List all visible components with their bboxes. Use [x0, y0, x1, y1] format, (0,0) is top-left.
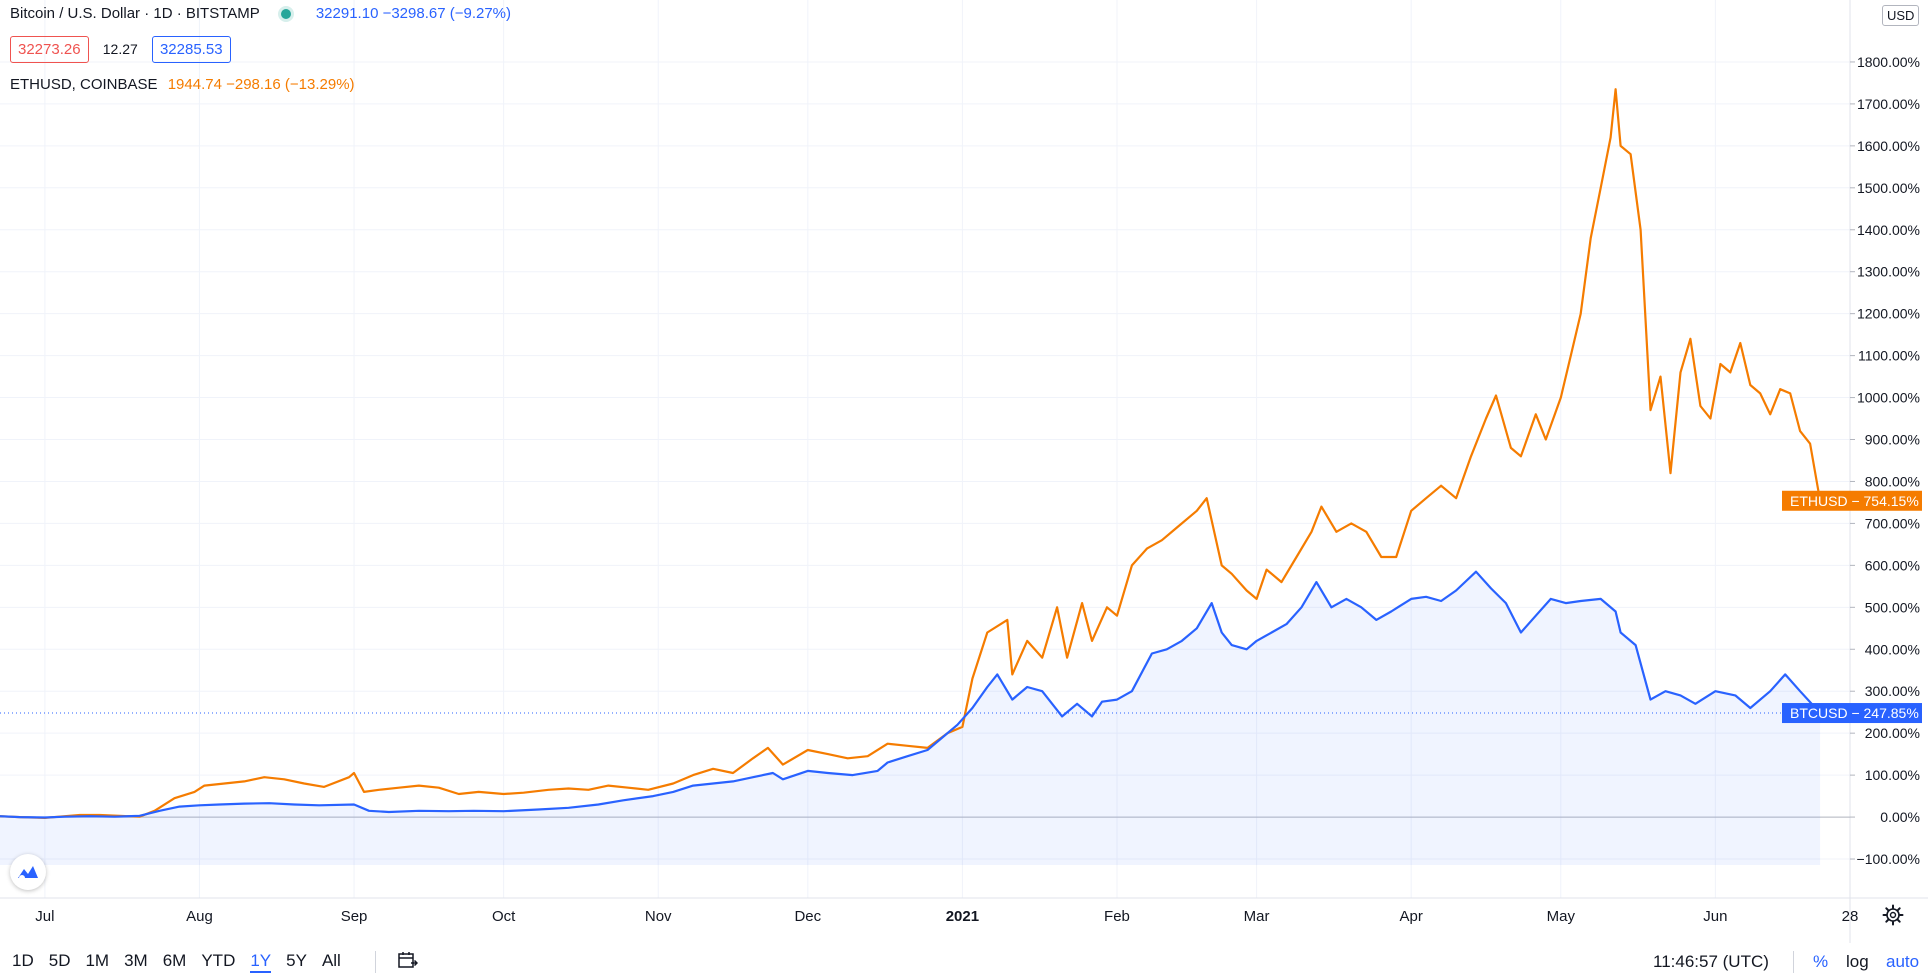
main-legend: Bitcoin / U.S. Dollar · 1D · BITSTAMP 32… [10, 5, 512, 23]
toolbar-divider [375, 951, 376, 973]
y-tick-label: 1600.00% [1857, 138, 1920, 154]
sell-button[interactable]: 32273.26 [10, 36, 89, 63]
price-axis[interactable]: −100.00% 0.00% 100.00% 200.00% 300.00% 400.00… [1850, 54, 1920, 867]
eth-price-tag [1782, 490, 1922, 511]
log-scale-button[interactable]: log [1846, 952, 1869, 971]
eth-quote: 1944.74 −298.16 (−13.29%) [167, 76, 355, 93]
x-tick-label: Jul [35, 908, 54, 925]
y-tick-label: −100.00% [1857, 851, 1920, 867]
btc-quote: 32291.10 −3298.67 (−9.27%) [315, 5, 512, 22]
range-button-1y[interactable]: 1Y [250, 951, 272, 973]
x-tick-label: Sep [341, 908, 368, 925]
x-tick-label: 28 [1842, 908, 1859, 925]
x-tick-label: Oct [492, 908, 516, 925]
spread-value: 12.27 [102, 41, 138, 57]
toolbar-divider [1793, 951, 1794, 973]
y-tick-label: 600.00% [1865, 557, 1920, 573]
tradingview-logo-icon[interactable] [10, 854, 46, 890]
range-button-5y[interactable]: 5Y [286, 951, 307, 970]
y-tick-label: 900.00% [1865, 432, 1920, 448]
y-tick-label: 500.00% [1865, 599, 1920, 615]
y-tick-label: 1500.00% [1857, 180, 1920, 196]
go-to-date-icon[interactable] [398, 951, 418, 969]
auto-scale-button[interactable]: auto [1886, 952, 1920, 971]
range-button-6m[interactable]: 6M [162, 951, 187, 970]
market-status-icon [277, 6, 294, 23]
btc-price-tag-label: BTCUSD − 247.85% [1790, 705, 1919, 721]
x-tick-label: May [1547, 908, 1576, 925]
y-tick-label: 1100.00% [1858, 348, 1920, 364]
range-button-1d[interactable]: 1D [12, 951, 34, 970]
range-button-5d[interactable]: 5D [48, 951, 71, 970]
bid-ask-row: 32273.26 12.27 32285.53 [10, 36, 231, 63]
utc-clock[interactable]: 11:46:57 (UTC) [1653, 952, 1769, 971]
range-button-3m[interactable]: 3M [124, 951, 148, 970]
btc-price-tag [1782, 703, 1922, 724]
x-tick-label: 2021 [946, 908, 979, 925]
series-line-btcusd[interactable] [0, 570, 1821, 819]
price-chart[interactable]: −100.00% 0.00% 100.00% 200.00% 300.00% 400.00… [0, 0, 1928, 943]
y-tick-label: 100.00% [1865, 767, 1920, 783]
x-tick-label: Aug [186, 908, 213, 925]
grid [0, 0, 1850, 898]
range-button-all[interactable]: All [321, 951, 341, 970]
percent-scale-button[interactable]: % [1813, 952, 1829, 971]
y-tick-label: 200.00% [1865, 725, 1920, 741]
eth-price-tag-label: ETHUSD − 754.15% [1790, 493, 1919, 509]
y-tick-label: 0.00% [1880, 809, 1920, 825]
x-tick-label: Dec [794, 908, 821, 925]
x-tick-label: Feb [1104, 908, 1130, 925]
symbol-title[interactable]: Bitcoin / U.S. Dollar · 1D · BITSTAMP [10, 5, 260, 22]
y-tick-label: 1800.00% [1857, 54, 1920, 70]
settings-gear-icon[interactable] [1882, 904, 1904, 926]
y-tick-label: 400.00% [1865, 641, 1920, 657]
price-tags: ETHUSD − 754.15% BTCUSD − 247.85% [1782, 490, 1922, 724]
time-axis[interactable]: Jul Aug Sep Oct Nov Dec 2021 Feb Mar Apr May Jun 28 [35, 908, 1858, 925]
btc-area-fill [0, 571, 1821, 865]
y-tick-label: 1400.00% [1857, 222, 1920, 238]
date-range-selector: 1D 5D 1M 3M 6M YTD 1Y 5Y All [12, 951, 356, 973]
series-line-ethusd[interactable] [0, 88, 1822, 819]
compare-legend: ETHUSD, COINBASE 1944.74 −298.16 (−13.29… [10, 76, 355, 93]
currency-button[interactable]: USD [1882, 5, 1920, 26]
compare-symbol-label[interactable]: ETHUSD, COINBASE [10, 76, 158, 93]
y-tick-label: 1200.00% [1857, 306, 1920, 322]
y-tick-label: 1300.00% [1857, 264, 1920, 280]
range-button-ytd[interactable]: YTD [201, 951, 236, 970]
bottom-toolbar: 1D 5D 1M 3M 6M YTD 1Y 5Y All 11:46:57 (UTC) % lo… [0, 943, 1928, 978]
x-tick-label: Jun [1703, 908, 1727, 925]
buy-button[interactable]: 32285.53 [151, 36, 231, 63]
y-tick-label: 1000.00% [1857, 390, 1920, 406]
y-tick-label: 1700.00% [1857, 96, 1920, 112]
y-tick-label: 800.00% [1865, 473, 1920, 489]
x-tick-label: Apr [1400, 908, 1423, 925]
x-tick-label: Mar [1244, 908, 1270, 925]
y-tick-label: 300.00% [1865, 683, 1920, 699]
y-tick-label: 700.00% [1865, 515, 1920, 531]
range-button-1m[interactable]: 1M [85, 951, 110, 970]
x-tick-label: Nov [645, 908, 672, 925]
